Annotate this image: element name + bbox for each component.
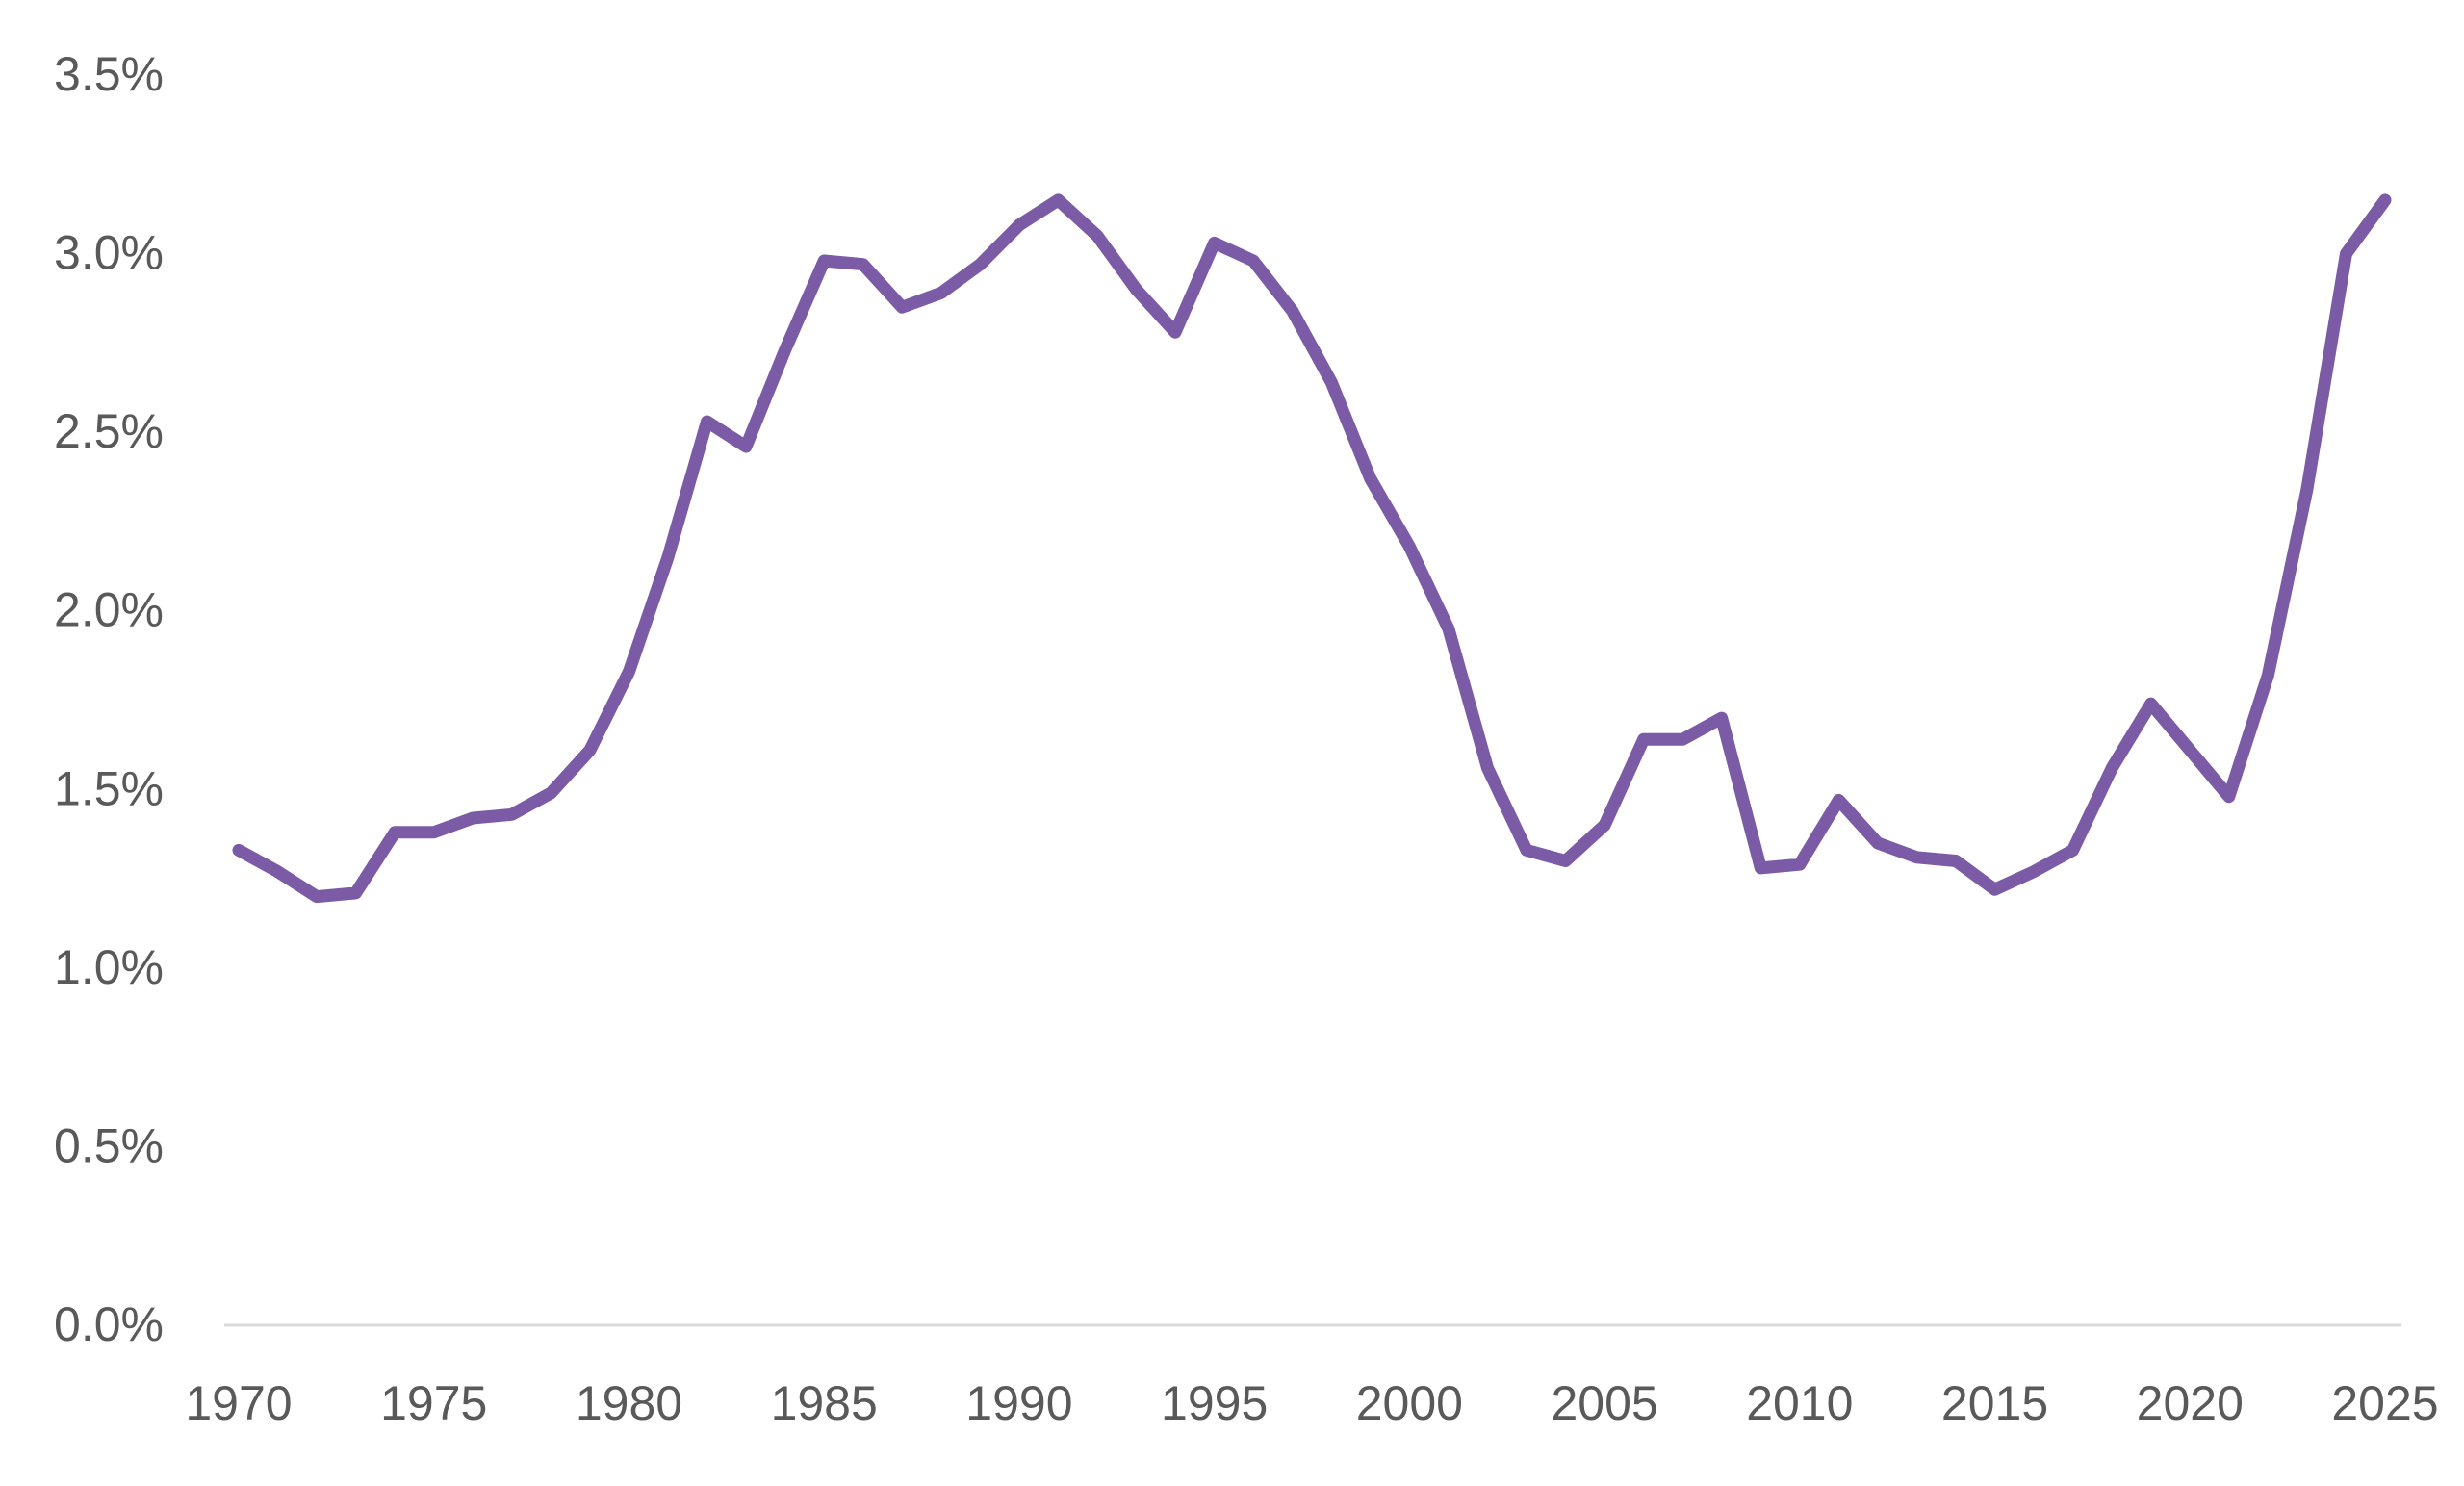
data-point xyxy=(862,264,863,265)
data-point xyxy=(1565,860,1566,861)
data-point xyxy=(2112,768,2113,769)
y-tick-label: 1.0% xyxy=(54,940,164,994)
data-point xyxy=(1916,857,1917,858)
data-point xyxy=(1018,224,1019,225)
data-point xyxy=(2150,704,2151,705)
data-point xyxy=(746,447,747,448)
x-tick-label: 1980 xyxy=(576,1376,682,1430)
y-axis-tick-labels: 0.0% 0.5% 1.0% 1.5% 2.0% 2.5% 3.0% 3.5% xyxy=(54,47,164,1351)
y-tick-label: 0.5% xyxy=(54,1118,164,1172)
y-tick-label: 2.0% xyxy=(54,583,164,637)
data-point xyxy=(2346,253,2347,254)
data-point xyxy=(2072,850,2073,851)
data-point xyxy=(2268,675,2269,676)
x-tick-label: 1995 xyxy=(1161,1376,1268,1430)
data-point xyxy=(1994,889,1995,890)
data-point xyxy=(1643,739,1644,740)
data-point xyxy=(2190,750,2191,751)
data-point xyxy=(668,557,669,558)
data-point xyxy=(1721,718,1722,719)
data-point xyxy=(1409,546,1410,547)
data-point xyxy=(433,832,434,833)
data-point xyxy=(395,832,396,833)
data-point xyxy=(2385,199,2386,200)
x-tick-label: 2015 xyxy=(1941,1376,2048,1430)
x-tick-label: 2010 xyxy=(1746,1376,1853,1430)
data-point xyxy=(1682,739,1683,740)
y-tick-label: 2.5% xyxy=(54,404,164,458)
data-point xyxy=(1604,825,1605,826)
data-point xyxy=(277,871,278,872)
x-tick-label: 1970 xyxy=(185,1376,292,1430)
data-point xyxy=(940,293,941,294)
x-tick-label: 2025 xyxy=(2331,1376,2438,1430)
series-layer xyxy=(232,193,2392,904)
data-point xyxy=(511,814,512,815)
data-point xyxy=(706,422,707,423)
data-point xyxy=(1799,864,1800,865)
data-point xyxy=(589,750,590,751)
data-point xyxy=(1370,478,1371,479)
x-tick-label: 1975 xyxy=(380,1376,487,1430)
data-point xyxy=(2306,489,2307,490)
data-point xyxy=(1487,768,1488,769)
data-point xyxy=(239,850,240,851)
data-point xyxy=(355,892,356,893)
series-line xyxy=(232,193,2392,904)
y-tick-label: 3.0% xyxy=(54,226,164,280)
data-point xyxy=(1877,843,1878,844)
data-point xyxy=(1838,800,1839,801)
x-tick-label: 2000 xyxy=(1356,1376,1463,1430)
data-point xyxy=(1760,867,1761,868)
data-point xyxy=(1058,199,1059,200)
data-point xyxy=(1097,236,1098,237)
data-point xyxy=(551,793,552,794)
x-axis-tick-labels: 1970 1975 1980 1985 1990 1995 2000 2005 2010 2015… xyxy=(185,1376,2438,1430)
data-point xyxy=(2228,796,2229,797)
y-tick-label: 1.5% xyxy=(54,761,164,815)
x-tick-label: 2005 xyxy=(1551,1376,1657,1430)
data-point xyxy=(784,349,785,350)
data-point xyxy=(902,307,903,308)
data-point xyxy=(2034,871,2035,872)
x-tick-label: 2020 xyxy=(2137,1376,2244,1430)
data-point xyxy=(1253,261,1254,262)
data-point xyxy=(1448,628,1449,629)
data-point xyxy=(473,818,474,819)
data-point xyxy=(824,261,825,262)
data-point xyxy=(1136,289,1137,290)
data-point xyxy=(1292,311,1293,312)
data-point xyxy=(1956,860,1957,861)
y-tick-label: 0.0% xyxy=(54,1297,164,1351)
data-point xyxy=(980,264,981,265)
y-tick-label: 3.5% xyxy=(54,47,164,101)
data-point xyxy=(1175,332,1176,333)
data-point xyxy=(317,896,318,897)
data-point xyxy=(1331,382,1332,383)
x-tick-label: 1985 xyxy=(771,1376,878,1430)
x-tick-label: 1990 xyxy=(965,1376,1072,1430)
